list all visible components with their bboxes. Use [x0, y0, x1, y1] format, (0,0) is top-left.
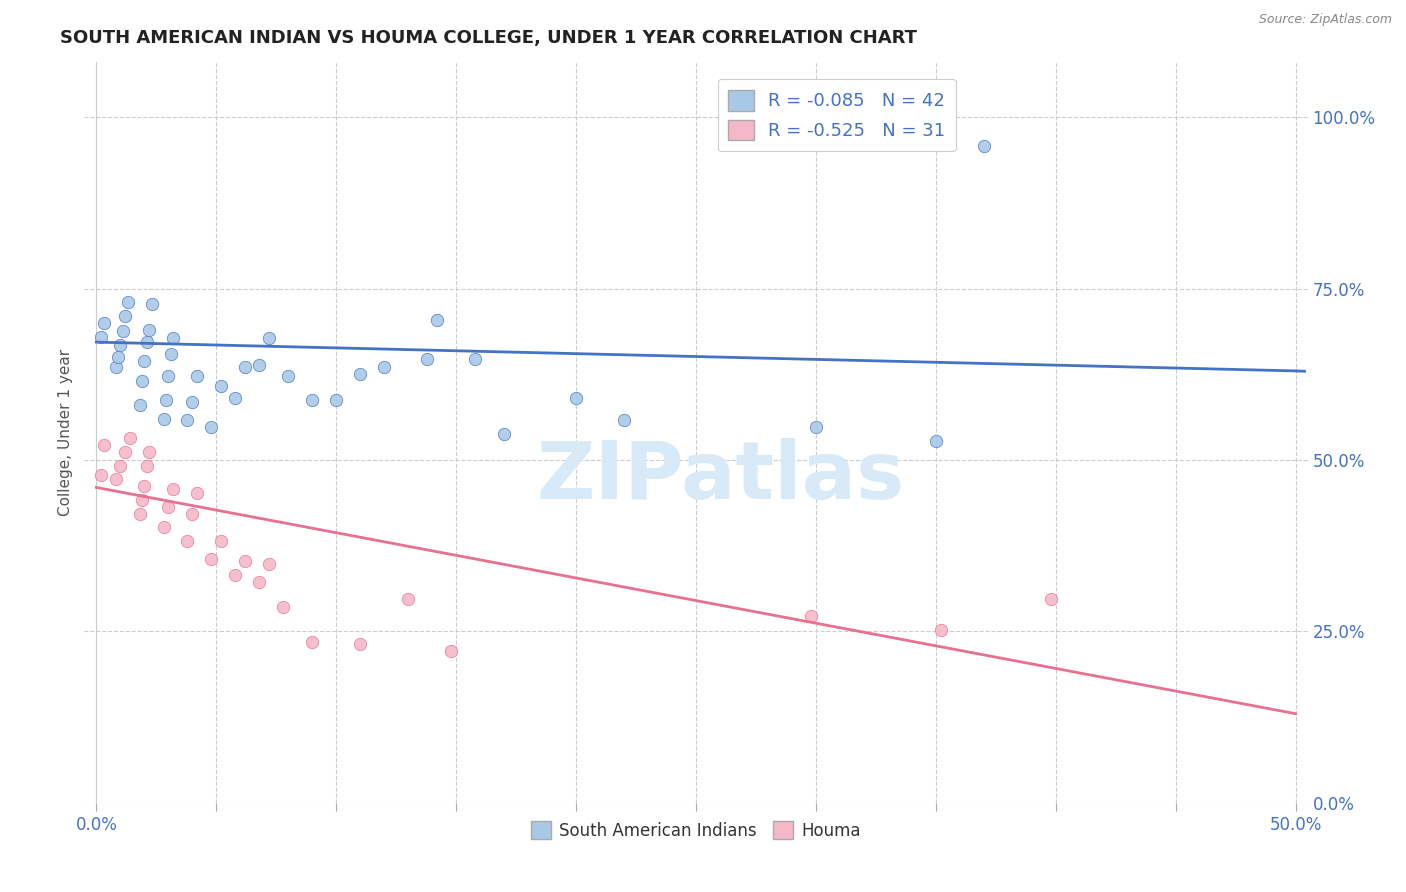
- Text: ZIPatlas: ZIPatlas: [536, 438, 904, 516]
- Point: [152, 520, 174, 534]
- Point: [135, 335, 157, 350]
- Point: [301, 634, 323, 648]
- Point: [325, 392, 347, 407]
- Point: [181, 394, 204, 409]
- Text: SOUTH AMERICAN INDIAN VS HOUMA COLLEGE, UNDER 1 YEAR CORRELATION CHART: SOUTH AMERICAN INDIAN VS HOUMA COLLEGE, …: [60, 29, 917, 47]
- Point: [973, 139, 995, 153]
- Point: [152, 412, 174, 426]
- Point: [157, 369, 180, 384]
- Point: [155, 392, 177, 407]
- Point: [134, 479, 156, 493]
- Point: [118, 431, 141, 445]
- Point: [186, 486, 208, 500]
- Y-axis label: College, Under 1 year: College, Under 1 year: [58, 349, 73, 516]
- Point: [90, 468, 112, 483]
- Point: [128, 398, 150, 412]
- Point: [200, 420, 222, 434]
- Point: [464, 351, 486, 366]
- Point: [134, 353, 156, 368]
- Point: [416, 351, 439, 366]
- Point: [800, 609, 823, 624]
- Point: [277, 369, 299, 384]
- Point: [273, 600, 295, 615]
- Point: [373, 360, 395, 375]
- Point: [176, 413, 198, 427]
- Point: [114, 445, 136, 459]
- Point: [131, 374, 153, 388]
- Point: [1039, 591, 1062, 606]
- Point: [93, 316, 115, 330]
- Point: [138, 323, 160, 337]
- Point: [186, 369, 208, 384]
- Point: [929, 623, 952, 637]
- Point: [249, 359, 271, 373]
- Point: [209, 533, 232, 548]
- Text: Source: ZipAtlas.com: Source: ZipAtlas.com: [1258, 13, 1392, 27]
- Point: [565, 392, 588, 406]
- Point: [135, 458, 157, 473]
- Point: [157, 500, 180, 514]
- Point: [117, 295, 139, 310]
- Point: [233, 360, 256, 375]
- Point: [128, 507, 150, 521]
- Point: [114, 309, 136, 323]
- Point: [349, 368, 371, 382]
- Point: [249, 575, 271, 590]
- Point: [138, 445, 160, 459]
- Point: [301, 392, 323, 407]
- Point: [494, 427, 516, 442]
- Legend: South American Indians, Houma: South American Indians, Houma: [524, 814, 868, 847]
- Point: [176, 533, 198, 548]
- Point: [141, 297, 163, 311]
- Point: [396, 591, 419, 606]
- Point: [233, 554, 256, 568]
- Point: [131, 492, 153, 507]
- Point: [613, 413, 636, 427]
- Point: [181, 507, 204, 521]
- Point: [440, 643, 463, 657]
- Point: [162, 482, 184, 496]
- Point: [257, 558, 280, 572]
- Point: [104, 472, 127, 486]
- Point: [159, 347, 181, 361]
- Point: [224, 392, 246, 406]
- Point: [162, 331, 184, 345]
- Point: [426, 312, 449, 326]
- Point: [200, 552, 222, 566]
- Point: [925, 434, 948, 448]
- Point: [110, 338, 132, 352]
- Point: [93, 438, 115, 452]
- Point: [224, 568, 246, 582]
- Point: [257, 331, 280, 345]
- Point: [110, 458, 132, 473]
- Point: [107, 350, 129, 364]
- Point: [349, 637, 371, 651]
- Point: [111, 324, 134, 338]
- Point: [104, 360, 127, 375]
- Point: [209, 379, 232, 393]
- Point: [804, 420, 827, 434]
- Point: [90, 329, 112, 343]
